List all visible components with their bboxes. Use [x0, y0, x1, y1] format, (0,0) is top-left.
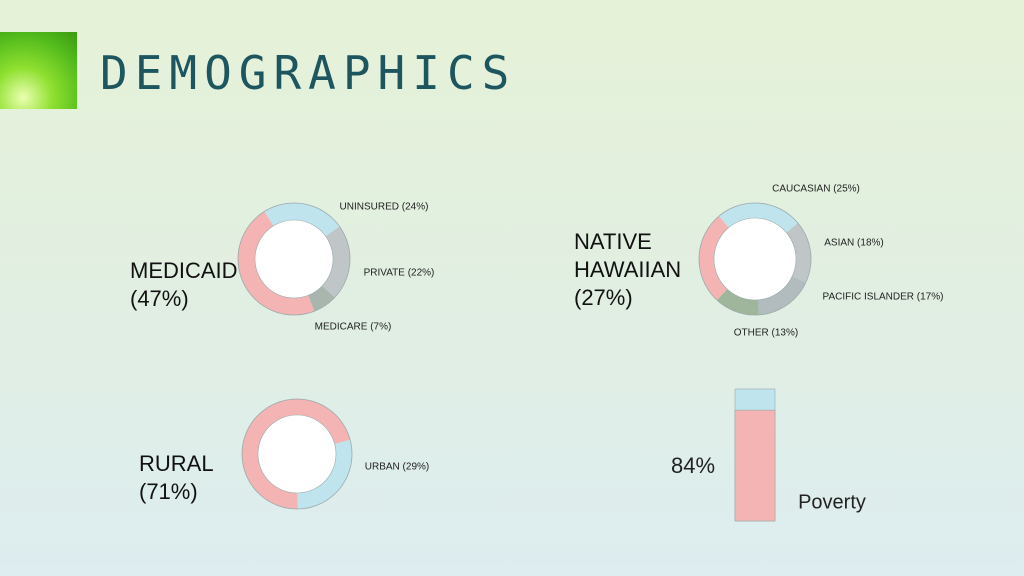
segment-label: OTHER (13%)	[734, 328, 798, 339]
segment-label: PRIVATE (22%)	[364, 268, 435, 279]
segment-label: MEDICARE (7%)	[315, 322, 392, 333]
donut-segment	[322, 226, 351, 298]
segment-label: UNINSURED (24%)	[340, 202, 429, 213]
value-label: 84%	[671, 453, 715, 478]
donut-segment	[757, 276, 806, 315]
big-label: NATIVE HAWAIIAN (27%)	[574, 229, 682, 310]
donut-segment	[237, 211, 315, 316]
segment-label: URBAN (29%)	[365, 462, 429, 473]
big-label: RURAL (71%)	[139, 451, 213, 504]
donut-hole	[257, 414, 337, 494]
donut-segment	[786, 223, 811, 283]
slide-title: DEMOGRAPHICS	[100, 46, 517, 100]
big-label: MEDICAID (47%)	[130, 258, 238, 311]
donut-segment	[264, 202, 340, 237]
category-label: Poverty	[798, 491, 866, 513]
donut-outline	[237, 202, 351, 316]
donut-segment	[719, 203, 798, 233]
donut-hole	[713, 217, 797, 301]
segment-label: PACIFIC ISLANDER (17%)	[823, 292, 944, 303]
leaf-image	[0, 32, 77, 109]
donut-segment	[297, 439, 352, 509]
donut-segment	[716, 289, 759, 315]
segment-label: ASIAN (18%)	[824, 238, 883, 249]
donut-outline	[241, 398, 353, 510]
segment-label: CAUCASIAN (25%)	[772, 184, 860, 195]
donut-hole	[254, 219, 334, 299]
donut-outline	[698, 202, 812, 316]
bar	[734, 409, 776, 522]
